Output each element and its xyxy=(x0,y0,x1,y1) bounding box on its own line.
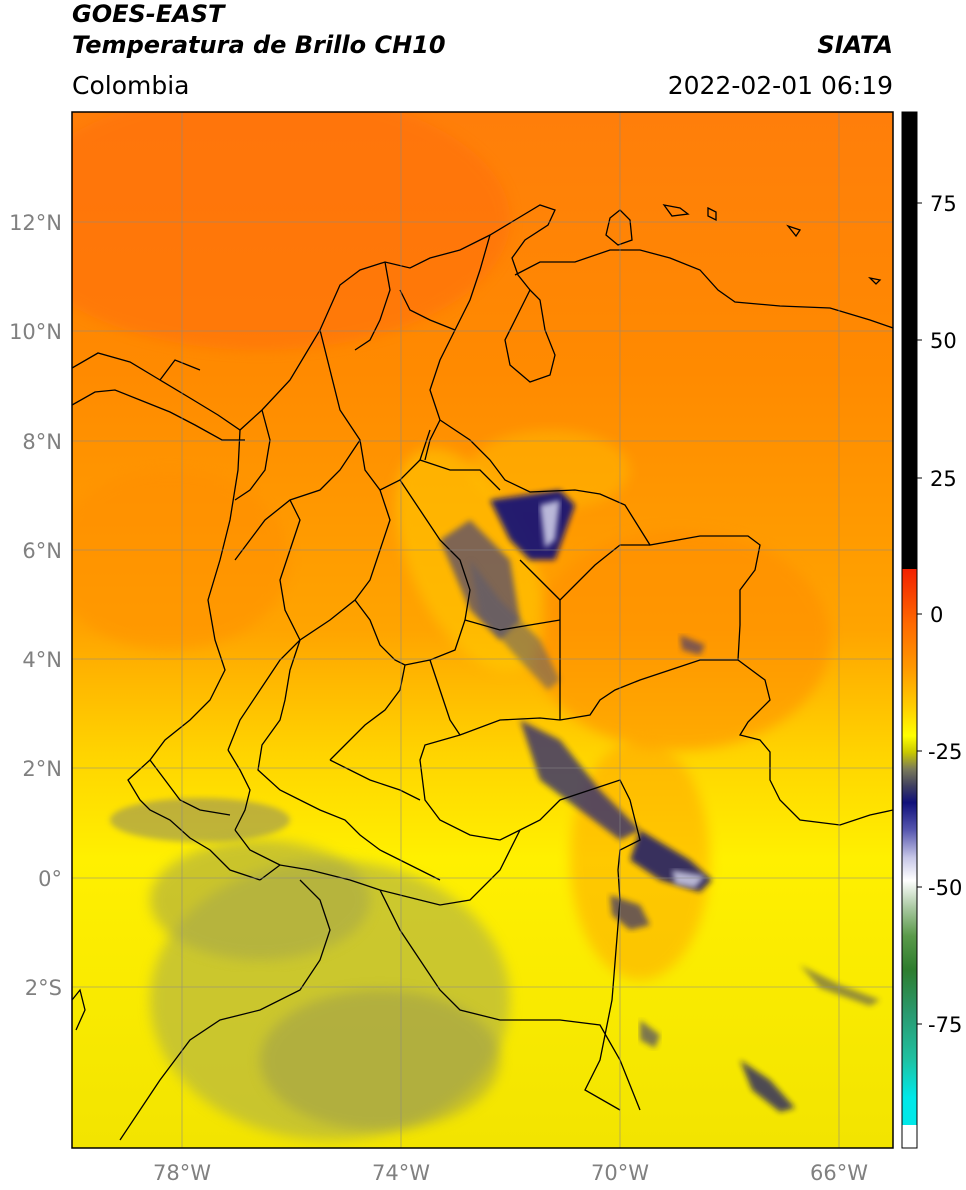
colorbar-tick-label: -25 xyxy=(928,740,962,764)
latitude-labels: 12°N 10°N 8°N 6°N 4°N 2°N 0° 2°S xyxy=(9,211,62,1000)
colorbar-tick-label: 25 xyxy=(930,467,957,491)
lat-tick-label: 8°N xyxy=(22,430,62,454)
colorbar-tick-label: 75 xyxy=(930,192,957,216)
lat-tick-label: 2°N xyxy=(22,757,62,781)
satellite-title: GOES-EAST xyxy=(72,0,225,28)
lon-tick-label: 74°W xyxy=(372,1161,430,1185)
lat-tick-label: 6°N xyxy=(22,539,62,563)
lat-tick-label: 0° xyxy=(38,867,62,891)
graticule xyxy=(72,112,893,1148)
region-label: Colombia xyxy=(72,71,190,100)
temperature-field xyxy=(72,112,893,1148)
colorbar-frame xyxy=(901,111,918,1149)
lon-tick-label: 66°W xyxy=(810,1161,868,1185)
colorbar-tick-label: 50 xyxy=(930,329,957,353)
product-title: Temperatura de Brillo CH10 xyxy=(72,31,446,59)
lat-tick-label: 10°N xyxy=(9,320,62,344)
colorbar-tick-label: -50 xyxy=(928,876,962,900)
boundaries xyxy=(72,204,893,1141)
organization-label: SIATA xyxy=(817,31,893,59)
datetime-label: 2022-02-01 06:19 xyxy=(667,71,893,100)
colorbar-black-segment xyxy=(902,112,917,569)
lat-tick-label: 12°N xyxy=(9,211,62,235)
lat-tick-label: 2°S xyxy=(25,976,62,1000)
colorbar-tick-label: 0 xyxy=(930,603,943,627)
colorbar: 75 50 25 0 -25 -50 -75 xyxy=(901,111,962,1149)
lat-tick-label: 4°N xyxy=(22,648,62,672)
convection-band xyxy=(440,490,880,1112)
colorbar-tick-label: -75 xyxy=(928,1013,962,1037)
colorbar-white-segment xyxy=(902,1125,917,1148)
longitude-labels: 78°W 74°W 70°W 66°W xyxy=(153,1161,868,1185)
map-frame xyxy=(71,111,894,1149)
colorbar-gradient xyxy=(902,569,917,1125)
lon-tick-label: 78°W xyxy=(153,1161,211,1185)
lon-tick-label: 70°W xyxy=(591,1161,649,1185)
